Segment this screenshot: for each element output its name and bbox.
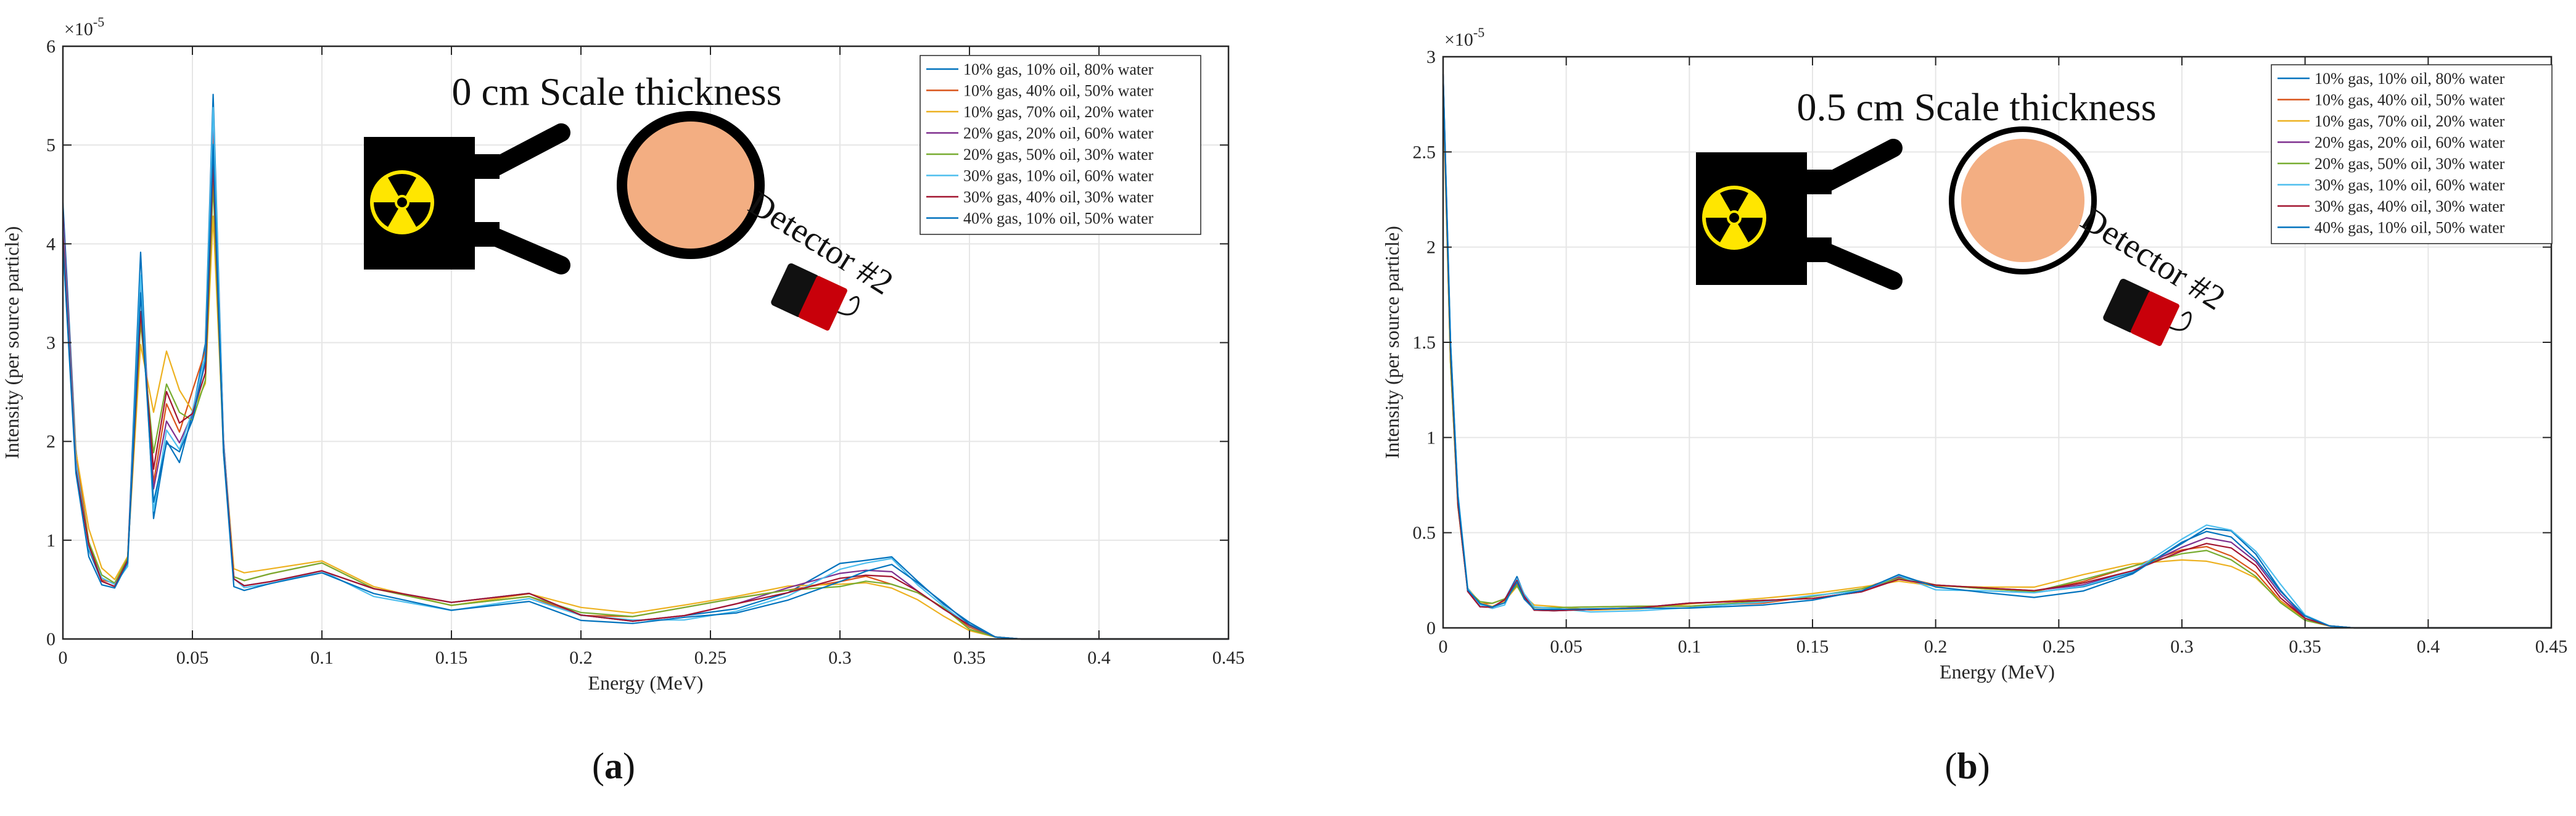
x-tick-label: 0.15 bbox=[435, 648, 468, 668]
legend-entry-8: 40% gas, 10% oil, 50% water bbox=[963, 210, 1154, 228]
legend-entry-3: 10% gas, 70% oil, 20% water bbox=[963, 103, 1154, 121]
x-tick-label: 0.05 bbox=[1550, 637, 1582, 657]
radiation-blade bbox=[1738, 218, 1763, 242]
x-tick-label: 0.25 bbox=[694, 648, 727, 668]
radiation-blade bbox=[1720, 189, 1748, 212]
radiation-center bbox=[397, 197, 407, 207]
y-tick-label: 0 bbox=[1426, 618, 1436, 638]
plot-title: 0.5 cm Scale thickness bbox=[1797, 85, 2157, 129]
chart-panel-b: 0 0.05 0.1 0.15 0.2 0.25 0.3 0.35 0.4 0.45 0 0.5 1 1.… bbox=[1381, 25, 2567, 786]
legend-entry-8: 40% gas, 10% oil, 50% water bbox=[2315, 219, 2505, 237]
legend: 10% gas, 10% oil, 80% water 10% gas, 40% … bbox=[2271, 64, 2553, 244]
legend-entry-6: 30% gas, 10% oil, 60% water bbox=[963, 167, 1154, 185]
collimator-arm-upper bbox=[1819, 139, 1903, 191]
detector-cable bbox=[837, 296, 860, 316]
y-axis-label: Intensity (per source particle) bbox=[1, 226, 23, 460]
x-tick-label: 0.45 bbox=[1212, 648, 1245, 668]
x-tick-label: 0.3 bbox=[828, 648, 852, 668]
series-line-8 bbox=[1442, 75, 2551, 629]
x-tick-label: 0 bbox=[59, 648, 68, 668]
legend-entry-7: 30% gas, 40% oil, 30% water bbox=[2315, 197, 2505, 215]
legend-entry-5: 20% gas, 50% oil, 30% water bbox=[2315, 155, 2505, 173]
y-exponent-label: ×10-5 bbox=[1444, 25, 1484, 50]
y-tick-label: 5 bbox=[46, 135, 56, 155]
y-tick-label: 1 bbox=[46, 530, 56, 551]
y-tick-label: 1 bbox=[1426, 427, 1436, 448]
x-tick-label: 0.1 bbox=[1678, 637, 1702, 657]
y-tick-label: 1.5 bbox=[1413, 332, 1436, 353]
x-tick-label: 0.2 bbox=[569, 648, 593, 668]
pipe-fluid bbox=[627, 122, 754, 249]
x-tick-label: 0.35 bbox=[953, 648, 986, 668]
x-tick-label: 0.4 bbox=[1087, 648, 1111, 668]
legend-box bbox=[2271, 64, 2553, 244]
legend-entry-3: 10% gas, 70% oil, 20% water bbox=[2315, 112, 2505, 130]
collimator-arm-upper bbox=[487, 123, 570, 176]
legend-entry-2: 10% gas, 40% oil, 50% water bbox=[963, 82, 1154, 100]
series-line-8 bbox=[62, 144, 1228, 640]
x-axis-label: Energy (MeV) bbox=[1940, 661, 2055, 683]
radiation-icon bbox=[370, 170, 434, 234]
detector-icon bbox=[2103, 278, 2192, 347]
legend-entry-1: 10% gas, 10% oil, 80% water bbox=[2315, 70, 2505, 88]
series-line-3 bbox=[62, 215, 1228, 640]
y-tick-label: 3 bbox=[46, 333, 56, 353]
y-tick-label: 2 bbox=[46, 432, 56, 452]
collimator-arm-lower bbox=[487, 228, 570, 274]
x-tick-label: 0 bbox=[1439, 637, 1448, 657]
chart-panel-a: 0 0.05 0.1 0.15 0.2 0.25 0.3 0.35 0.4 0.45 0 1 2 3 4 5 6… bbox=[1, 14, 1245, 786]
x-tick-label: 0.1 bbox=[310, 648, 334, 668]
radiation-blade bbox=[388, 174, 416, 196]
legend: 10% gas, 10% oil, 80% water 10% gas, 40% … bbox=[920, 55, 1201, 235]
legend-entry-1: 10% gas, 10% oil, 80% water bbox=[963, 60, 1154, 78]
detector-crystal bbox=[798, 276, 847, 331]
x-tick-label: 0.35 bbox=[2289, 637, 2321, 657]
legend-entry-6: 30% gas, 10% oil, 60% water bbox=[2315, 176, 2505, 194]
legend-entry-7: 30% gas, 40% oil, 30% water bbox=[963, 188, 1154, 206]
detector-icon bbox=[771, 263, 860, 331]
x-tick-label: 0.25 bbox=[2043, 637, 2075, 657]
radiation-center bbox=[1729, 213, 1739, 223]
setup-illustration bbox=[364, 111, 860, 331]
x-axis-label: Energy (MeV) bbox=[588, 672, 704, 694]
setup-illustration bbox=[1696, 126, 2192, 347]
x-tick-label: 0.05 bbox=[176, 648, 209, 668]
y-exponent-label: ×10-5 bbox=[64, 14, 104, 39]
y-tick-label: 3 bbox=[1426, 47, 1436, 67]
radiation-blade bbox=[406, 202, 430, 227]
y-axis-label: Intensity (per source particle) bbox=[1381, 226, 1403, 459]
plot-title: 0 cm Scale thickness bbox=[452, 70, 782, 113]
pipe-fluid bbox=[1961, 139, 2084, 262]
y-tick-label: 0.5 bbox=[1413, 523, 1436, 543]
x-tick-label: 0.45 bbox=[2535, 637, 2568, 657]
x-tick-label: 0.15 bbox=[1796, 637, 1829, 657]
panel-caption: (b) bbox=[1944, 746, 1990, 786]
series-line-6 bbox=[1442, 77, 2551, 629]
x-tick-label: 0.2 bbox=[1924, 637, 1948, 657]
x-tick-label: 0.3 bbox=[2170, 637, 2194, 657]
legend-entry-4: 20% gas, 20% oil, 60% water bbox=[963, 125, 1154, 142]
detector-crystal bbox=[2130, 291, 2179, 347]
y-tick-label: 2 bbox=[1426, 237, 1436, 258]
radiation-blade bbox=[1706, 218, 1730, 242]
y-tick-label: 0 bbox=[46, 629, 56, 649]
panel-caption: (a) bbox=[592, 746, 635, 786]
legend-entry-2: 10% gas, 40% oil, 50% water bbox=[2315, 91, 2505, 109]
legend-entry-5: 20% gas, 50% oil, 30% water bbox=[963, 146, 1154, 163]
radiation-blade bbox=[374, 202, 398, 227]
y-tick-label: 2.5 bbox=[1413, 142, 1436, 162]
x-tick-label: 0.4 bbox=[2417, 637, 2440, 657]
detector-cable bbox=[2169, 311, 2192, 331]
legend-box bbox=[920, 55, 1201, 235]
y-tick-label: 6 bbox=[46, 36, 56, 57]
y-tick-label: 4 bbox=[46, 234, 56, 254]
legend-entry-4: 20% gas, 20% oil, 60% water bbox=[2315, 134, 2505, 152]
radiation-icon bbox=[1702, 186, 1766, 250]
collimator-arm-lower bbox=[1819, 244, 1903, 290]
